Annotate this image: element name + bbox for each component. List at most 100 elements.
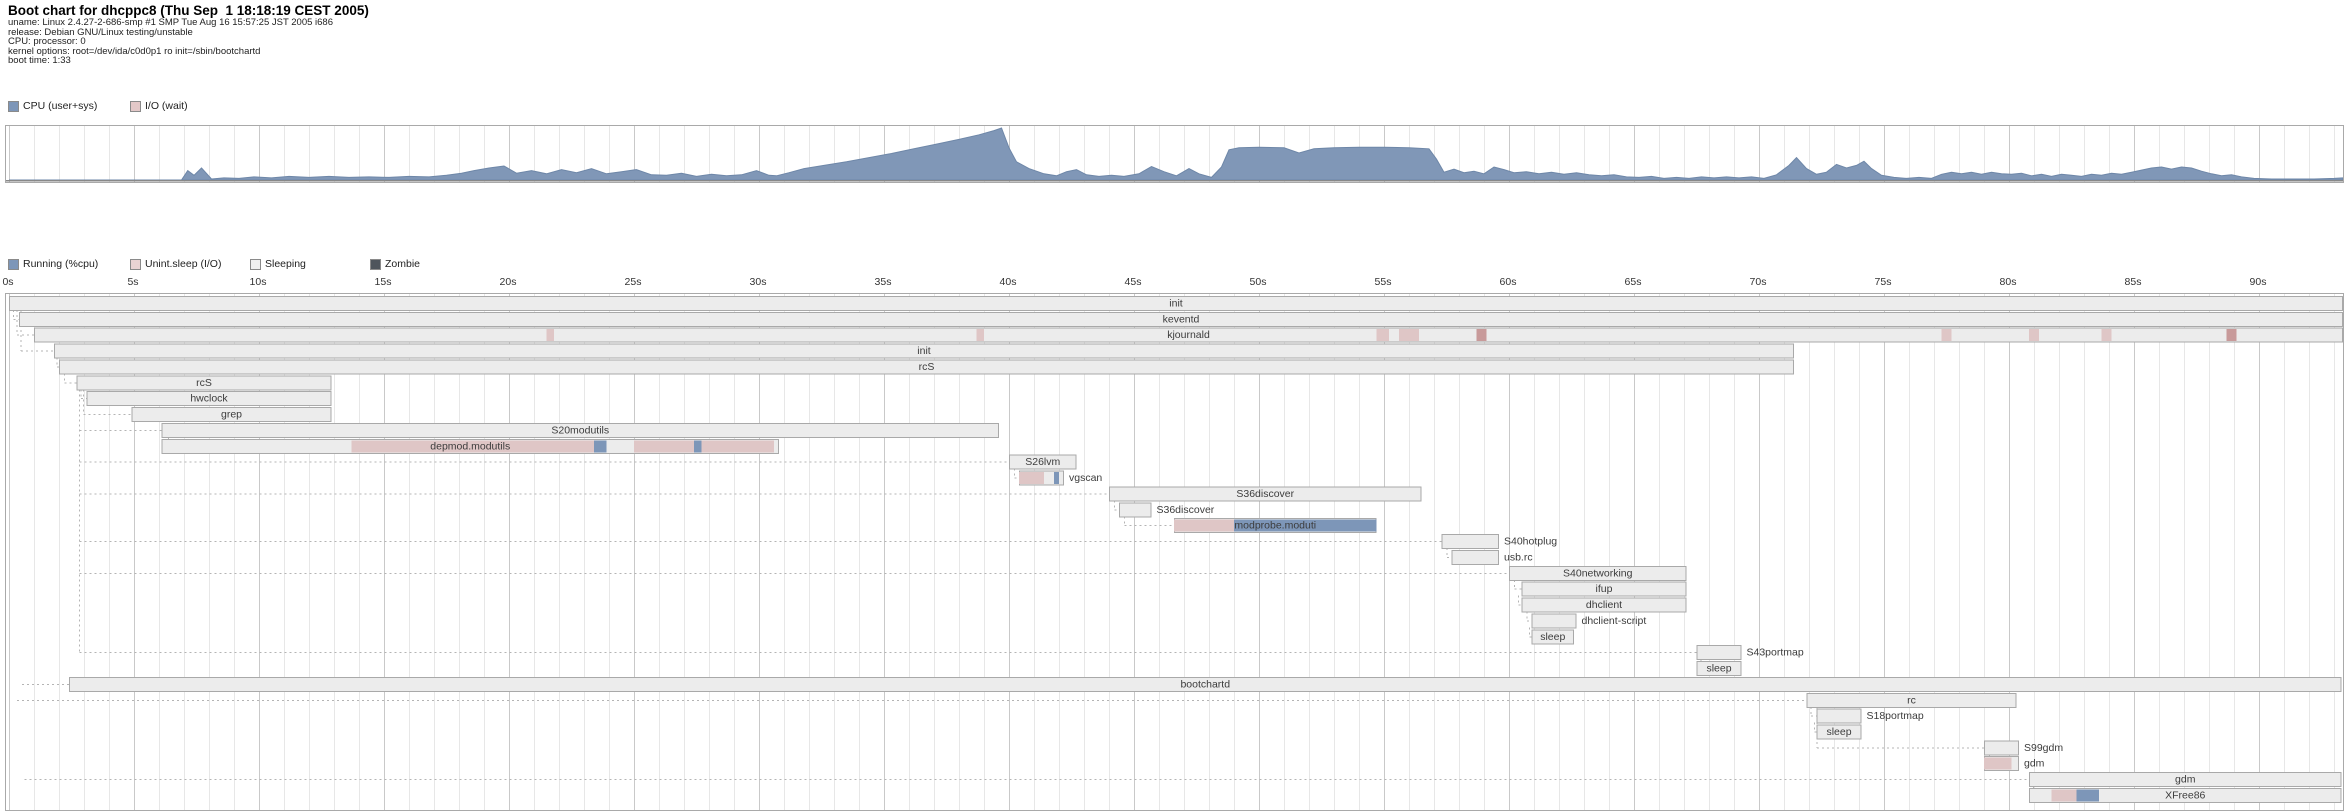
cpu-color-swatch — [8, 100, 19, 112]
process-bar — [19, 311, 2343, 327]
process-chart-canvas: init keventd kjournald init rcS rcS hwclock gre… — [9, 294, 2343, 810]
process-bar — [69, 676, 2342, 692]
time-tick-label: 75s — [1874, 276, 1892, 288]
process-row-keventd: keventd — [19, 311, 2343, 327]
process-label: sleep — [1540, 631, 1565, 643]
io-wait-color-swatch — [130, 100, 141, 112]
legend-label: I/O (wait) — [145, 100, 188, 112]
time-axis: 0s 5s 10s 15s 20s 25s 30s 35s 40s 45s 50s 55s 60s 65s… — [0, 276, 2347, 290]
process-label: XFree86 — [2165, 789, 2205, 801]
process-label: S36discover — [1157, 504, 1215, 516]
state-segment-io — [1941, 329, 1952, 342]
process-label: S43portmap — [1747, 647, 1804, 659]
tree-connector — [12, 310, 19, 320]
process-row-rcS: rcS — [59, 359, 1794, 375]
header-line-cpu: CPU: processor: 0 — [8, 36, 86, 48]
process-bar — [1441, 534, 1499, 550]
process-label: rc — [1907, 694, 1916, 706]
process-bar — [34, 327, 2343, 343]
process-bar — [1531, 629, 1574, 645]
process-row-S26lvm: S26lvm — [1009, 454, 1077, 470]
tree-connector — [1446, 548, 1452, 558]
tree-connector — [1529, 627, 1532, 638]
state-segment-io — [546, 329, 554, 342]
process-row-rc: rc — [1806, 692, 2017, 708]
process-bar — [1984, 740, 2019, 756]
process-label: usb.rc — [1504, 551, 1533, 563]
cpu-area-series — [9, 127, 2343, 181]
process-label: S99gdm — [2024, 742, 2063, 754]
cpu-chart-canvas — [6, 126, 2343, 182]
running-color-swatch — [8, 258, 19, 270]
legend-label: Running (%cpu) — [23, 258, 99, 270]
legend-label: Sleeping — [265, 258, 306, 270]
tree-connector — [1014, 468, 1019, 479]
time-tick-label: 65s — [1624, 276, 1642, 288]
process-bar — [1521, 597, 1687, 613]
process-row-grep: grep — [131, 407, 332, 423]
process-label: hwclock — [190, 393, 228, 405]
tree-connector — [16, 310, 34, 336]
process-state-legend: Running (%cpu) Unint.sleep (I/O) Sleepin… — [0, 258, 2347, 271]
header-line-uname: uname: Linux 2.4.27-2-686-smp #1 SMP Tue… — [8, 17, 333, 28]
process-bar — [1119, 502, 1152, 518]
process-bar — [1816, 724, 1862, 740]
state-segment-io — [634, 440, 694, 453]
process-row-usb.rc: usb.rc — [1451, 549, 1533, 565]
process-bar — [76, 375, 332, 391]
state-segment-io — [1984, 757, 2012, 770]
process-label: ifup — [1596, 583, 1613, 595]
process-label: rcS — [196, 377, 212, 389]
process-label: keventd — [1163, 313, 1200, 325]
process-row-depmod.modutils: depmod.modutils — [161, 438, 779, 454]
tree-connector — [1514, 579, 1522, 590]
time-tick-label: 35s — [874, 276, 892, 288]
state-segment-io — [1019, 472, 1044, 485]
process-row-init: init — [54, 343, 1794, 359]
process-label: gdm — [2024, 758, 2045, 770]
unint-sleep-color-swatch — [130, 258, 141, 270]
tree-connector — [80, 389, 87, 400]
time-tick-label: 25s — [624, 276, 642, 288]
process-row-gdm: gdm — [2029, 772, 2342, 788]
process-label: modprobe.moduti — [1234, 520, 1316, 532]
process-tree-chart: init keventd kjournald init rcS rcS hwclock gre… — [5, 293, 2344, 811]
process-row-S36discover: S36discover — [1119, 502, 1215, 518]
process-row-XFree86: XFree86 — [2029, 787, 2342, 803]
process-row-bootchartd: bootchartd — [69, 676, 2342, 692]
state-segment-io — [2101, 329, 2112, 342]
process-bar — [1509, 565, 1687, 581]
process-label: S36discover — [1236, 488, 1294, 500]
tree-connector — [1517, 595, 1522, 606]
state-segment-io — [2051, 789, 2077, 802]
process-label: rcS — [919, 361, 935, 373]
process-bar — [1696, 661, 1742, 677]
process-label: S26lvm — [1025, 456, 1060, 468]
time-tick-label: 85s — [2124, 276, 2142, 288]
tree-connector — [1124, 516, 1174, 527]
tree-connector — [56, 357, 59, 368]
legend-label: Unint.sleep (I/O) — [145, 258, 222, 270]
time-tick-label: 15s — [374, 276, 392, 288]
time-tick-label: 55s — [1374, 276, 1392, 288]
process-label: S40networking — [1563, 567, 1633, 579]
process-bar — [1816, 708, 1862, 724]
state-segment-run — [594, 440, 607, 453]
process-row-dhclient: dhclient — [1521, 597, 1687, 613]
process-row-ifup: ifup — [1521, 581, 1687, 597]
legend-item-running: Running (%cpu) — [8, 258, 98, 270]
process-label: sleep — [1706, 663, 1731, 675]
sleeping-color-swatch — [250, 258, 261, 270]
legend-item-io-wait: I/O (wait) — [130, 100, 188, 112]
time-tick-label: 70s — [1749, 276, 1767, 288]
process-row-sleep: sleep — [1531, 629, 1574, 645]
time-tick-label: 40s — [999, 276, 1017, 288]
tree-connector — [64, 373, 77, 384]
process-bar — [1109, 486, 1422, 502]
tree-connector — [79, 389, 1109, 495]
process-label: dhclient-script — [1582, 615, 1647, 627]
tree-connector — [79, 389, 1697, 654]
legend-label: Zombie — [385, 258, 421, 270]
tree-connector — [1114, 500, 1119, 511]
zombie-color-swatch — [370, 258, 381, 270]
